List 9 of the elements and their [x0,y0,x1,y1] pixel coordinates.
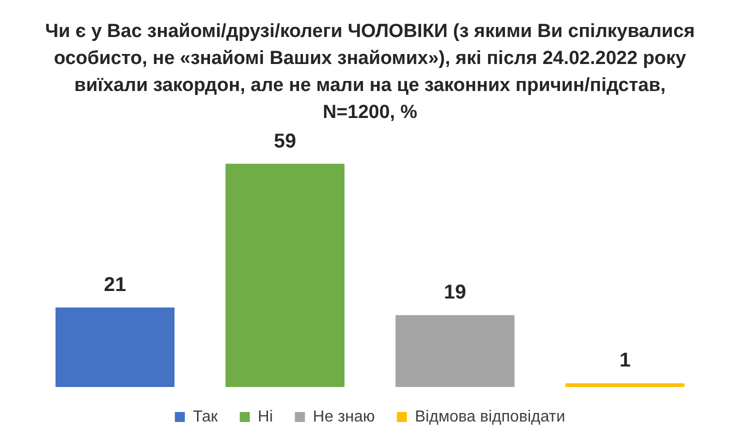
legend-label: Так [192,408,219,426]
data-label: 19 [444,282,466,304]
legend-label: Ні [258,408,273,426]
data-label: 21 [104,274,126,296]
legend-label: Не знаю [312,408,375,426]
data-label: 59 [274,130,296,152]
chart-title: Чи є у Вас знайомі/друзі/колеги ЧОЛОВІКИ (з якими Ви спілкувалися особисто, не «знайомі Ваших знайомих»), які після 24.02.2022 року виїхали закордон, але не мали на це законних причин/підстав, N=1200, % [44,20,696,125]
data-label: 1 [619,350,631,372]
legend-label: Відмова відповідати [414,408,566,426]
